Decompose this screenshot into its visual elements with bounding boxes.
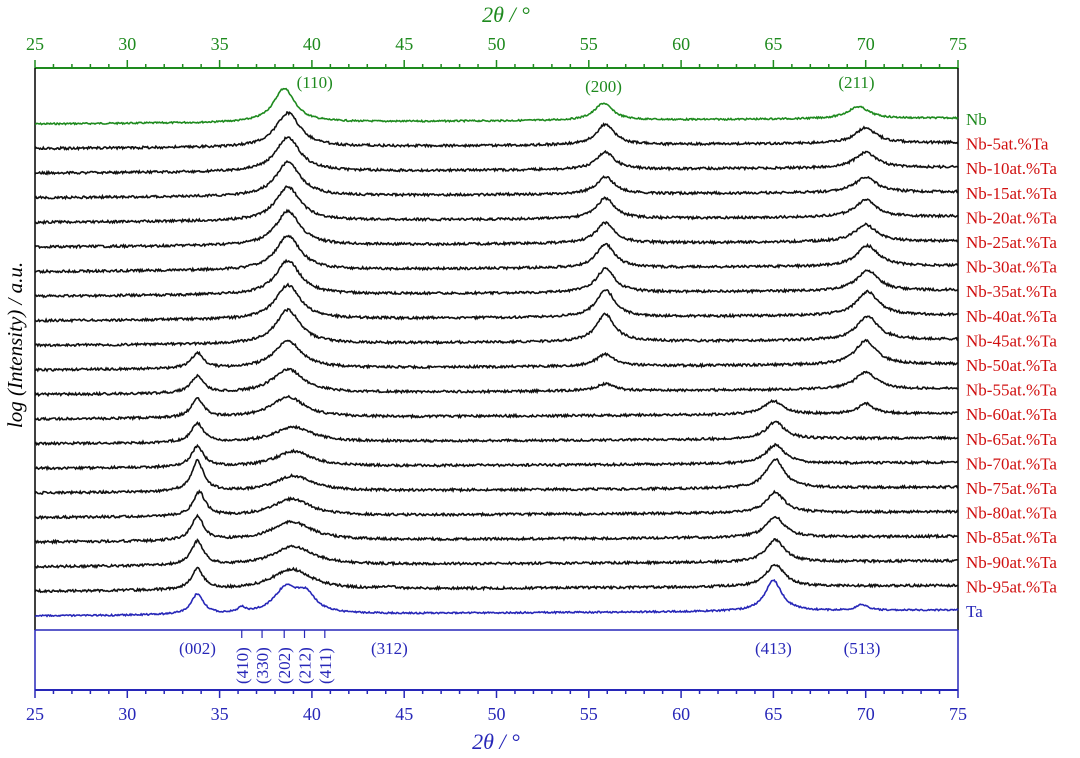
top-tick-label: 30	[118, 34, 136, 54]
series-label: Nb-65at.%Ta	[966, 430, 1057, 449]
bottom-tick-label: 40	[303, 704, 321, 724]
series-label: Nb-60at.%Ta	[966, 405, 1057, 424]
series-label: Nb-10at.%Ta	[966, 159, 1057, 178]
nb-peak-label: (110)	[297, 73, 333, 92]
top-tick-label: 55	[580, 34, 598, 54]
series-group	[34, 87, 959, 618]
top-x-axis-label: 2θ / °	[482, 2, 530, 27]
series-label: Nb-70at.%Ta	[966, 454, 1057, 473]
bottom-tick-label: 25	[26, 704, 44, 724]
series-line	[34, 538, 958, 570]
series-line	[34, 457, 959, 496]
nb-peak-label: (211)	[838, 73, 874, 92]
bottom-tick-label: 60	[672, 704, 690, 724]
ta-reflection-label: (410)	[233, 647, 252, 684]
series-label: Nb-30at.%Ta	[966, 258, 1057, 277]
series-label: Nb-25at.%Ta	[966, 233, 1057, 252]
series-label: Nb-95at.%Ta	[966, 577, 1057, 596]
top-tick-label: 50	[488, 34, 506, 54]
ta-reflection-label: (002)	[179, 639, 216, 658]
series-line	[34, 394, 959, 422]
series-label: Nb-45at.%Ta	[966, 331, 1057, 350]
series-line	[34, 563, 959, 594]
plot-frame	[34, 68, 959, 690]
series-line	[34, 234, 959, 274]
top-tick-label: 70	[857, 34, 875, 54]
series-label: Nb	[966, 110, 987, 129]
series-line	[34, 282, 959, 324]
series-line	[34, 258, 959, 299]
series-label: Nb-85at.%Ta	[966, 528, 1057, 547]
ta-reflection-label: (413)	[755, 639, 792, 658]
series-line	[34, 420, 959, 447]
ta-reflection-label: (312)	[371, 639, 408, 658]
top-tick-label: 60	[672, 34, 690, 54]
series-label: Nb-15at.%Ta	[966, 184, 1057, 203]
series-label: Nb-80at.%Ta	[966, 504, 1057, 523]
top-tick-label: 75	[949, 34, 967, 54]
series-label: Nb-40at.%Ta	[966, 307, 1057, 326]
bottom-x-axis: 25 30 35 40 45 50 55 60 65 70 75	[26, 689, 967, 724]
series-line	[35, 442, 959, 472]
bottom-tick-label: 30	[118, 704, 136, 724]
top-tick-label: 40	[303, 34, 321, 54]
series-line	[34, 136, 959, 176]
top-tick-label: 35	[211, 34, 229, 54]
series-line	[34, 185, 959, 226]
series-label: Nb-5at.%Ta	[966, 135, 1049, 154]
bottom-tick-label: 55	[580, 704, 598, 724]
peak-annotations: (110) (200) (211) (002) (410) (330) (202) (212)…	[179, 73, 880, 684]
nb-peak-label: (200)	[585, 77, 622, 96]
series-line	[34, 110, 959, 152]
ta-reflection-label: (202)	[275, 647, 294, 684]
bottom-tick-label: 65	[764, 704, 782, 724]
y-axis-label: log (Intensity) / a.u.	[3, 262, 27, 428]
series-line	[34, 513, 959, 545]
series-line	[34, 579, 959, 618]
series-label: Nb-50at.%Ta	[966, 356, 1057, 375]
series-line	[34, 367, 958, 398]
series-line	[34, 208, 959, 250]
bottom-tick-label: 35	[211, 704, 229, 724]
top-tick-label: 25	[26, 34, 44, 54]
series-label: Nb-90at.%Ta	[966, 553, 1057, 572]
top-x-axis: 25 30 35 40 45 50 55 60 65 70 75	[26, 34, 967, 69]
ta-reflection-label: (330)	[253, 647, 272, 684]
series-line	[34, 160, 959, 201]
bottom-x-axis-label: 2θ / °	[472, 729, 520, 753]
series-label: Ta	[966, 602, 983, 621]
bottom-tick-label: 50	[488, 704, 506, 724]
ta-reflection-label: (212)	[296, 647, 315, 684]
series-labels: Nb Nb-5at.%Ta Nb-10at.%Ta Nb-15at.%Ta Nb-20a…	[966, 110, 1057, 621]
bottom-tick-label: 45	[395, 704, 413, 724]
series-label: Nb-75at.%Ta	[966, 479, 1057, 498]
series-label: Nb-35at.%Ta	[966, 282, 1057, 301]
ta-reflection-label: (513)	[844, 639, 881, 658]
series-line	[34, 307, 959, 348]
bottom-tick-label: 75	[949, 704, 967, 724]
series-label: Nb-20at.%Ta	[966, 208, 1057, 227]
series-line	[34, 87, 959, 126]
top-tick-label: 45	[395, 34, 413, 54]
top-tick-label: 65	[764, 34, 782, 54]
series-line	[34, 338, 959, 373]
series-label: Nb-55at.%Ta	[966, 381, 1057, 400]
bottom-tick-label: 70	[857, 704, 875, 724]
ta-reflection-label: (411)	[316, 648, 335, 684]
series-line	[34, 489, 959, 521]
